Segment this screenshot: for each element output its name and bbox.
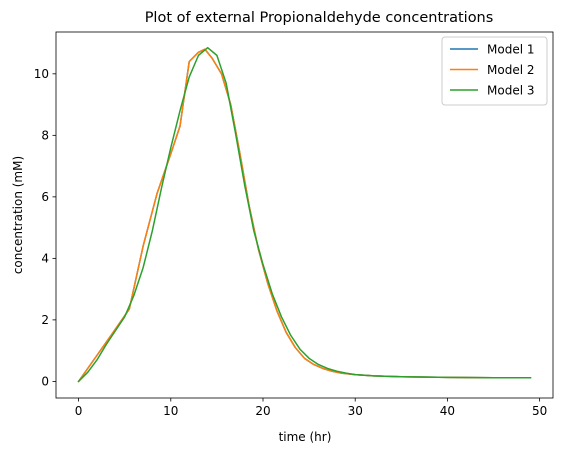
axes-frame <box>55 31 554 399</box>
series-line-3 <box>77 46 532 383</box>
y-tick-label: 4 <box>41 252 49 266</box>
y-tick-label: 10 <box>34 67 49 81</box>
x-tick-label: 0 <box>75 404 83 418</box>
y-tick-label: 8 <box>41 129 49 143</box>
x-axis-label: time (hr) <box>279 430 332 444</box>
y-axis-label: concentration (mM) <box>11 156 25 274</box>
y-tick-label: 2 <box>41 313 49 327</box>
legend-label-3: Model 3 <box>487 83 534 97</box>
y-tick-label: 6 <box>41 190 49 204</box>
legend-label-1: Model 1 <box>487 42 534 56</box>
x-tick-label: 30 <box>348 404 363 418</box>
x-tick-label: 40 <box>440 404 455 418</box>
legend-label-2: Model 2 <box>487 63 534 77</box>
x-tick-label: 20 <box>255 404 270 418</box>
legend: Model 1 Model 2 Model 3 <box>441 36 548 106</box>
legend-frame <box>441 36 548 106</box>
axes: 0 10 20 30 40 50 0 2 4 6 8 10 <box>34 31 554 418</box>
x-tick-label: 50 <box>532 404 547 418</box>
chart-title: Plot of external Propionaldehyde concent… <box>145 10 494 26</box>
y-tick-label: 0 <box>41 375 49 389</box>
plot-area <box>77 46 532 383</box>
x-tick-label: 10 <box>163 404 178 418</box>
